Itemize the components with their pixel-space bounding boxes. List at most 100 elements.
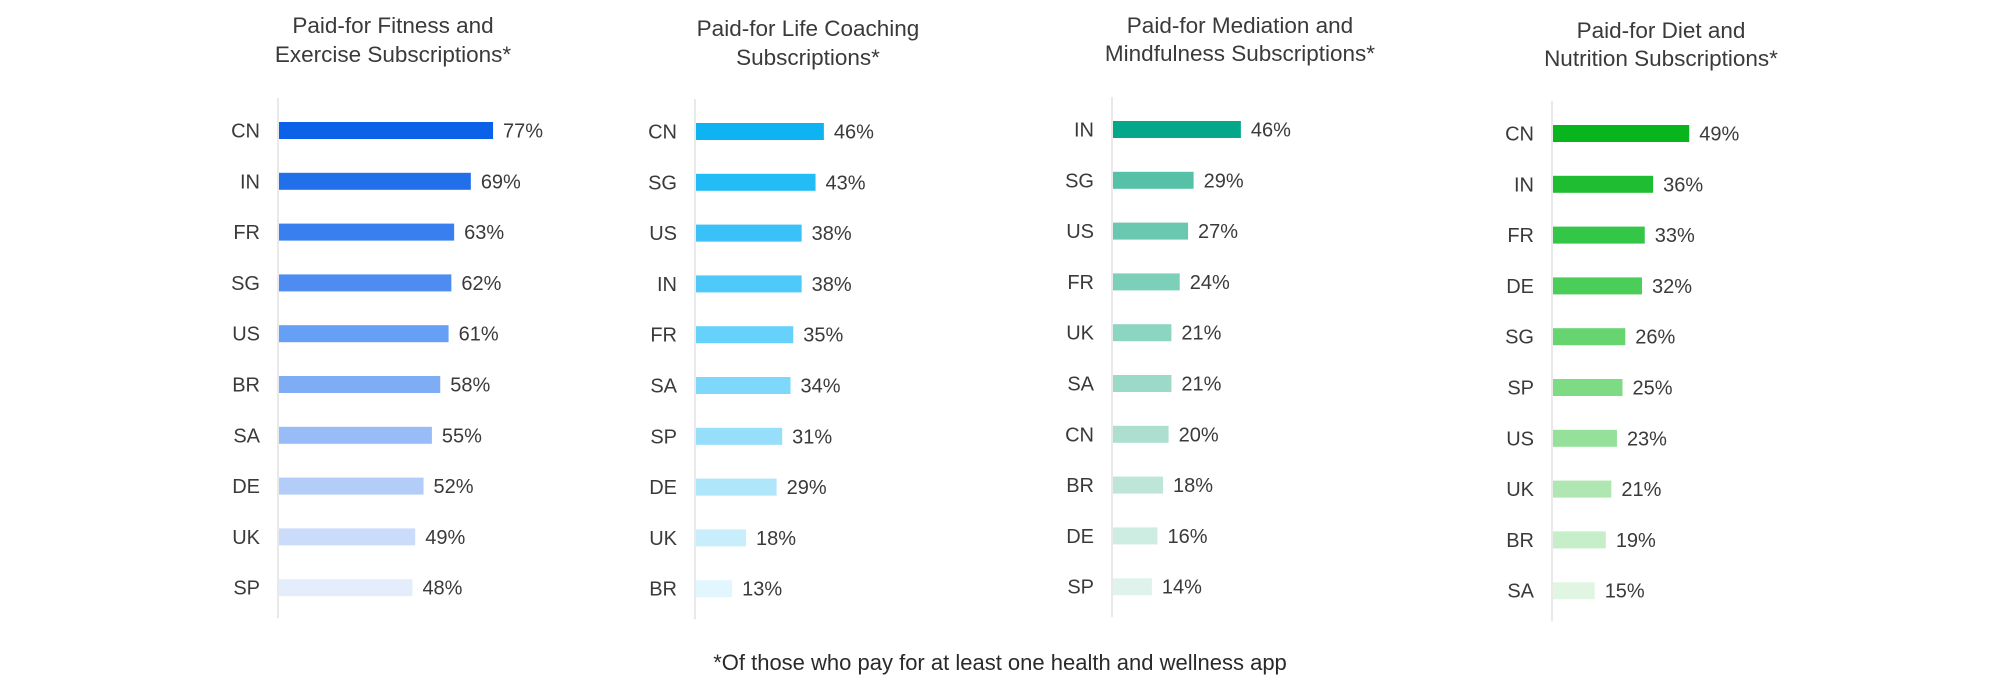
bar-sa	[279, 426, 432, 444]
bar-us	[696, 224, 802, 242]
data-label: 18%	[1173, 475, 1213, 497]
category-label: IN	[240, 171, 260, 193]
chart-title-line: Paid-for Diet and	[1577, 18, 1746, 43]
category-label: DE	[232, 476, 260, 498]
bar-us	[1553, 429, 1617, 447]
bar-uk	[696, 529, 747, 547]
bar-de	[1113, 527, 1158, 545]
data-label: 43%	[826, 172, 866, 194]
data-label: 38%	[812, 223, 852, 245]
category-label: SP	[650, 426, 677, 448]
chart-panel-2: Paid-for Life Coaching Subscriptions* CN 46…	[648, 16, 919, 620]
data-label: 49%	[425, 527, 465, 549]
data-label: 20%	[1179, 424, 1219, 446]
category-label: SG	[1505, 327, 1534, 349]
data-label: 46%	[1251, 120, 1291, 142]
bar-sg	[279, 274, 452, 292]
data-label: 36%	[1663, 174, 1703, 196]
bar-sa	[1553, 582, 1595, 600]
category-label: FR	[1507, 225, 1534, 247]
category-label: US	[1066, 221, 1094, 243]
data-label: 62%	[461, 273, 501, 295]
chart-panel-1: Paid-for Fitness and Exercise Subscriptio…	[231, 13, 543, 619]
category-label: DE	[1066, 526, 1094, 548]
category-label: CN	[1505, 124, 1534, 146]
bar-br	[696, 580, 733, 598]
data-label: 31%	[792, 426, 832, 448]
data-label: 21%	[1181, 374, 1221, 396]
bar-in	[279, 172, 471, 190]
category-label: IN	[657, 274, 677, 296]
chart-title-line: Mindfulness Subscriptions*	[1105, 41, 1375, 66]
bar-in	[1553, 175, 1654, 193]
bar-in	[1113, 121, 1241, 138]
bar-fr	[1553, 226, 1645, 244]
category-label: SP	[233, 578, 260, 600]
chart-title-line: Paid-for Fitness and	[292, 13, 493, 38]
data-label: 15%	[1605, 581, 1645, 603]
data-label: 32%	[1652, 276, 1692, 298]
data-label: 29%	[787, 477, 827, 499]
data-label: 29%	[1204, 170, 1244, 192]
bar-in	[696, 275, 802, 293]
bar-sp	[1553, 379, 1623, 396]
category-label: CN	[231, 121, 260, 143]
data-label: 34%	[801, 376, 841, 398]
bar-br	[279, 376, 441, 393]
bar-de	[1553, 277, 1642, 295]
data-label: 25%	[1633, 378, 1673, 400]
bar-sa	[1113, 375, 1172, 392]
bar-cn	[1553, 125, 1690, 142]
category-label: FR	[233, 222, 260, 244]
chart-title-line: Exercise Subscriptions*	[275, 42, 512, 67]
category-label: SG	[648, 172, 677, 194]
data-label: 16%	[1167, 526, 1207, 548]
category-label: SA	[650, 376, 677, 398]
data-label: 55%	[442, 425, 482, 447]
bar-uk	[279, 528, 416, 546]
data-label: 18%	[756, 528, 796, 550]
bar-sp	[696, 427, 783, 445]
category-label: SA	[233, 425, 260, 447]
chart-panel-4: Paid-for Diet and Nutrition Subscriptions…	[1505, 18, 1778, 622]
bar-uk	[1113, 324, 1172, 342]
bar-cn	[279, 122, 494, 139]
category-label: UK	[649, 528, 677, 550]
bar-us	[279, 325, 449, 343]
data-label: 21%	[1181, 323, 1221, 345]
bar-sg	[1113, 171, 1194, 189]
data-label: 24%	[1190, 272, 1230, 294]
data-label: 52%	[434, 476, 474, 498]
category-label: CN	[1065, 424, 1094, 446]
data-label: 48%	[422, 578, 462, 600]
bar-uk	[1553, 480, 1612, 498]
footnote: *Of those who pay for at least one healt…	[713, 650, 1287, 675]
bar-sg	[696, 173, 816, 191]
bar-br	[1553, 531, 1606, 549]
category-label: SA	[1507, 581, 1534, 603]
category-label: SP	[1507, 378, 1534, 400]
data-label: 23%	[1627, 428, 1667, 450]
chart-title-line: Nutrition Subscriptions*	[1544, 46, 1778, 71]
category-label: SA	[1067, 374, 1094, 396]
data-label: 14%	[1162, 577, 1202, 599]
category-label: US	[1506, 428, 1534, 450]
category-label: FR	[650, 325, 677, 347]
category-label: UK	[232, 527, 260, 549]
data-label: 63%	[464, 222, 504, 244]
category-label: SG	[1065, 170, 1094, 192]
data-label: 46%	[834, 122, 874, 144]
data-label: 58%	[450, 375, 490, 397]
category-label: CN	[648, 122, 677, 144]
chart-panel-3: Paid-for Mediation and Mindfulness Subscr…	[1065, 13, 1375, 618]
category-label: BR	[649, 579, 677, 601]
category-label: US	[232, 324, 260, 346]
data-label: 49%	[1699, 124, 1739, 146]
bar-sp	[279, 579, 413, 597]
bar-fr	[696, 326, 794, 344]
data-label: 19%	[1616, 530, 1656, 552]
bar-fr	[1113, 273, 1180, 291]
bar-cn	[696, 123, 824, 140]
